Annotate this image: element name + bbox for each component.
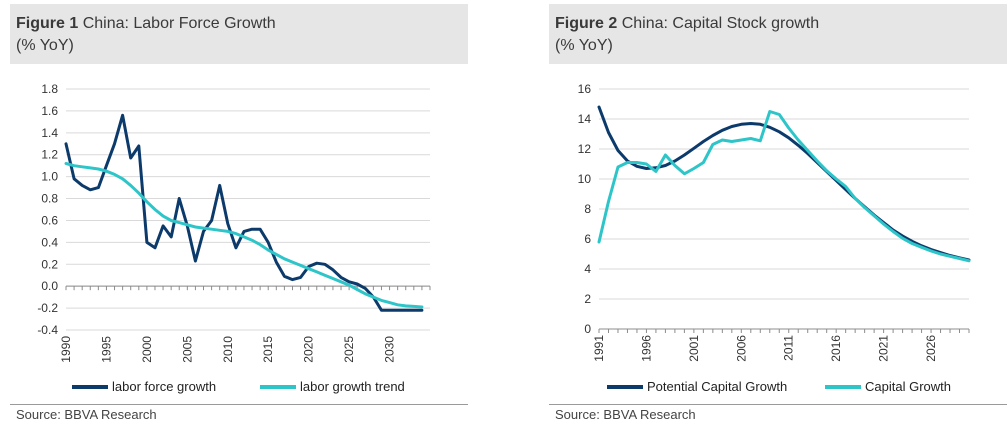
series-line-labor-force-growth xyxy=(64,113,424,312)
figure-2-source: Source: BBVA Research xyxy=(555,407,696,422)
legend-label: Potential Capital Growth xyxy=(647,379,787,394)
x-tick-label: 1991 xyxy=(592,335,606,362)
y-tick-label: 0.0 xyxy=(41,279,58,293)
series-line-capital-growth xyxy=(597,110,971,263)
y-tick-label: 0.6 xyxy=(41,213,58,227)
figure-1-subtitle: (% YoY) xyxy=(16,37,74,54)
legend-item: Potential Capital Growth xyxy=(607,379,787,394)
y-tick-label: 1.0 xyxy=(41,170,58,184)
figure-1-source: Source: BBVA Research xyxy=(16,407,157,422)
y-tick-label: 6 xyxy=(584,232,591,246)
y-tick-label: 8 xyxy=(584,202,591,216)
figure-2-label: Figure 2 xyxy=(555,15,618,32)
x-tick-label: 2001 xyxy=(687,335,701,362)
y-tick-label: 0.4 xyxy=(41,235,58,249)
y-tick-label: 14 xyxy=(578,112,592,126)
x-tick-label: 2025 xyxy=(342,336,356,363)
x-tick-label: 2026 xyxy=(924,335,938,362)
x-tick-label: 2015 xyxy=(261,336,275,363)
y-tick-label: 1.2 xyxy=(41,148,58,162)
x-tick-label: 2030 xyxy=(383,336,397,363)
y-tick-label: 0.8 xyxy=(41,192,58,206)
y-tick-label: 1.6 xyxy=(41,104,58,118)
series-line-labor-growth-trend xyxy=(64,162,424,309)
y-tick-label: 16 xyxy=(578,82,592,96)
legend-item: labor force growth xyxy=(72,379,216,394)
series-line-potential-capital-growth xyxy=(597,105,971,262)
x-tick-label: 2006 xyxy=(734,335,748,362)
figure-1-divider xyxy=(10,404,468,405)
legend-item: Capital Growth xyxy=(825,379,951,394)
legend-label: labor growth trend xyxy=(300,379,405,394)
legend-label: labor force growth xyxy=(112,379,216,394)
x-tick-label: 2020 xyxy=(302,336,316,363)
x-tick-label: 2000 xyxy=(140,336,154,363)
x-tick-label: 1996 xyxy=(639,335,653,362)
x-tick-label: 2005 xyxy=(180,336,194,363)
legend-label: Capital Growth xyxy=(865,379,951,394)
x-tick-label: 2021 xyxy=(877,335,891,362)
y-tick-label: 1.4 xyxy=(41,126,58,140)
y-tick-label: 2 xyxy=(584,292,591,306)
y-tick-label: 1.8 xyxy=(41,82,58,96)
y-tick-label: 0.2 xyxy=(41,257,58,271)
figure-2-subtitle: (% YoY) xyxy=(555,37,613,54)
figure-2-title: Figure 2 China: Capital Stock growth xyxy=(555,15,819,33)
y-tick-label: 0 xyxy=(584,322,591,336)
figure-1-label: Figure 1 xyxy=(16,15,79,32)
x-tick-label: 1995 xyxy=(99,336,113,363)
figure-2-divider xyxy=(549,404,1007,405)
figure-2-header: Figure 2 China: Capital Stock growth (% … xyxy=(549,4,1007,64)
figure-1-title: Figure 1 China: Labor Force Growth xyxy=(16,15,276,33)
figure-2-title-text: China: Capital Stock growth xyxy=(621,15,820,32)
y-tick-label: -0.2 xyxy=(37,301,58,315)
y-tick-label: -0.4 xyxy=(37,323,58,337)
x-tick-label: 2011 xyxy=(782,335,796,361)
y-tick-label: 10 xyxy=(578,172,592,186)
y-tick-label: 4 xyxy=(584,262,591,276)
x-tick-label: 2016 xyxy=(829,335,843,362)
figure-1-line-chart: 1.81.61.41.21.00.80.60.40.20.0-0.2-0.419… xyxy=(37,82,431,394)
y-tick-label: 12 xyxy=(578,142,592,156)
x-tick-label: 2010 xyxy=(221,336,235,363)
x-tick-label: 1990 xyxy=(59,336,73,363)
legend-item: labor growth trend xyxy=(260,379,405,394)
figure-1-title-text: China: Labor Force Growth xyxy=(82,15,276,32)
figure-1-header: Figure 1 China: Labor Force Growth (% Yo… xyxy=(10,4,468,64)
